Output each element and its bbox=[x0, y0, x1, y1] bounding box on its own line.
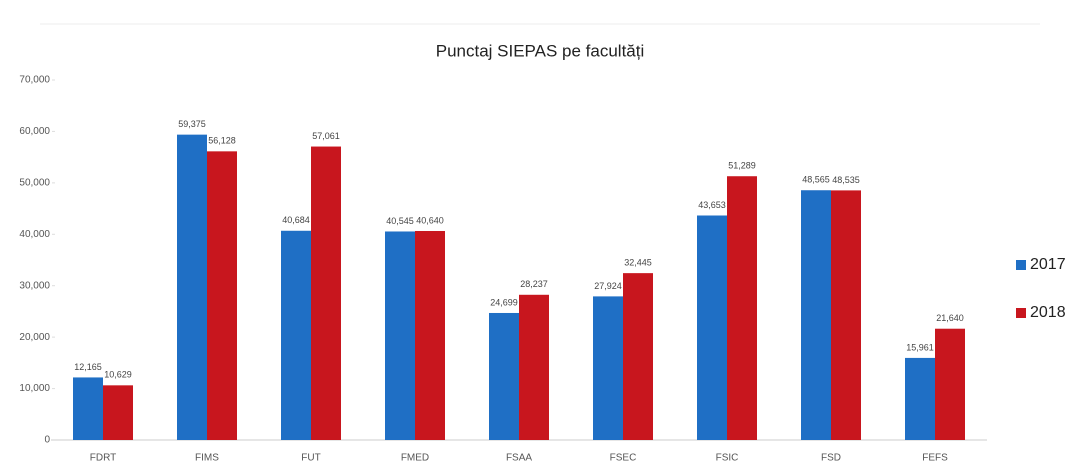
y-tick-label: 0 bbox=[44, 435, 50, 446]
x-tick-label: FDRT bbox=[90, 453, 116, 464]
bar bbox=[831, 190, 861, 440]
bar bbox=[103, 385, 133, 440]
y-tick-label: 30,000 bbox=[19, 280, 50, 291]
value-label: 48,535 bbox=[832, 175, 860, 185]
bar bbox=[281, 230, 311, 440]
y-tick-label: 10,000 bbox=[19, 383, 50, 394]
bar bbox=[385, 231, 415, 440]
value-label: 28,237 bbox=[520, 279, 548, 289]
value-label: 48,565 bbox=[802, 175, 830, 185]
bar bbox=[593, 296, 623, 440]
bar bbox=[177, 134, 207, 440]
bar bbox=[73, 377, 103, 440]
y-tick-label: 40,000 bbox=[19, 229, 50, 240]
value-label: 10,629 bbox=[104, 370, 132, 380]
bar bbox=[935, 328, 965, 440]
value-label: 51,289 bbox=[728, 161, 756, 171]
legend-swatch bbox=[1016, 308, 1026, 318]
bar bbox=[489, 312, 519, 440]
value-label: 32,445 bbox=[624, 258, 652, 268]
bar bbox=[801, 190, 831, 440]
y-tick-label: 20,000 bbox=[19, 332, 50, 343]
x-tick-label: FSEC bbox=[610, 453, 637, 464]
x-tick-label: FSIC bbox=[716, 453, 739, 464]
value-label: 15,961 bbox=[906, 342, 934, 352]
bar bbox=[519, 294, 549, 440]
value-label: 57,061 bbox=[312, 131, 340, 141]
bar bbox=[697, 215, 727, 440]
value-label: 56,128 bbox=[208, 136, 236, 146]
legend-label: 2017 bbox=[1030, 256, 1066, 273]
value-label: 40,684 bbox=[282, 215, 310, 225]
y-tick-label: 60,000 bbox=[19, 126, 50, 137]
value-label: 40,640 bbox=[416, 215, 444, 225]
x-tick-label: FSD bbox=[821, 453, 841, 464]
x-tick-label: FMED bbox=[401, 453, 429, 464]
x-tick-label: FSAA bbox=[506, 453, 532, 464]
bar bbox=[207, 151, 237, 440]
bar bbox=[905, 357, 935, 440]
x-tick-label: FUT bbox=[301, 453, 320, 464]
bar bbox=[727, 176, 757, 440]
value-label: 43,653 bbox=[698, 200, 726, 210]
y-tick-label: 70,000 bbox=[19, 75, 50, 86]
chart-title: Punctaj SIEPAS pe facultăți bbox=[436, 41, 645, 60]
value-label: 27,924 bbox=[594, 281, 622, 291]
value-label: 21,640 bbox=[936, 313, 964, 323]
legend-label: 2018 bbox=[1030, 304, 1066, 321]
x-tick-label: FEFS bbox=[922, 453, 948, 464]
legend-swatch bbox=[1016, 260, 1026, 270]
bar bbox=[415, 230, 445, 440]
value-label: 24,699 bbox=[490, 297, 518, 307]
bar bbox=[311, 146, 341, 440]
x-tick-label: FIMS bbox=[195, 453, 219, 464]
value-label: 40,545 bbox=[386, 216, 414, 226]
value-label: 59,375 bbox=[178, 119, 206, 129]
bar bbox=[623, 273, 653, 440]
y-tick-label: 50,000 bbox=[19, 177, 50, 188]
value-label: 12,165 bbox=[74, 362, 102, 372]
